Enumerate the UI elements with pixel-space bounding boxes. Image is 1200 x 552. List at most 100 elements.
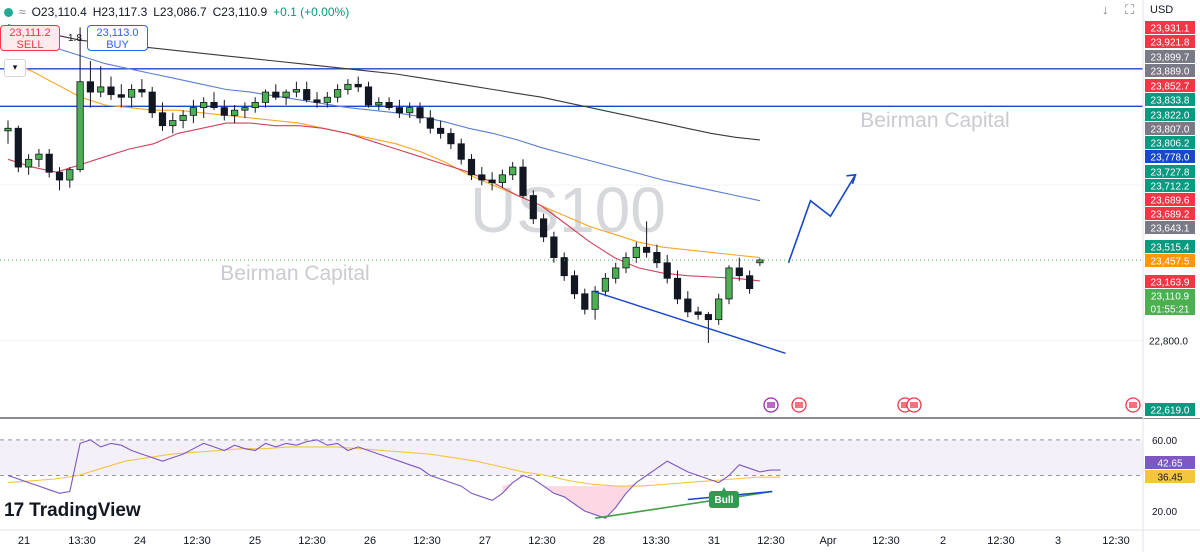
price-tag [1145,207,1195,220]
candle-body [746,275,754,290]
rsi-line [7,439,781,519]
ohlc-change: +0.1 (+0.00%) [273,5,350,19]
time-axis-label: 12:30 [757,535,785,547]
time-axis-label: 21 [18,535,30,547]
candle-body [375,102,383,106]
candle-body [313,99,321,103]
candle-body [303,89,311,101]
time-axis-label: 25 [249,535,261,547]
price-tag [1145,122,1195,135]
candle-body [323,96,331,103]
price-tag [1145,289,1195,302]
buy-button[interactable]: 23,113.0 BUY [87,25,148,51]
candle-body [426,117,434,129]
time-axis-label: 12:30 [183,535,211,547]
candle-body [715,298,723,321]
price-tag-label: 23,689.2 [1151,210,1190,221]
candle-body [333,89,342,98]
wave-icon: ≈ [19,5,26,19]
event-flag-stripes-icon [1129,402,1137,408]
price-tag-label: 23,921.8 [1151,38,1190,49]
spread-value: 1.8 [68,33,82,44]
tradingview-logo[interactable]: 17 TradingView [4,500,141,522]
candle-body [385,102,393,108]
bull-signal-badge [709,491,739,508]
price-tag [1145,179,1195,192]
price-tag [1145,240,1195,253]
candle-body [14,127,22,168]
price-tag-label: 23,899.7 [1151,53,1190,64]
time-axis-label: 12:30 [413,535,441,547]
price-tag [1145,193,1195,206]
price-tag [1145,403,1195,416]
price-tag-label: 23,931.1 [1151,24,1190,35]
rsi-axis[interactable]: 60.00 20.00 42.65 36.45 [1145,436,1195,518]
rsi-tag [1145,456,1195,469]
candle-body [560,257,568,277]
candle-body [591,290,599,310]
ohlc-open: O23,110.4 [31,5,87,19]
candle-body [467,158,476,176]
candle-body [735,267,743,277]
price-tag-label: 23,457.5 [1151,257,1190,268]
collapse-legend-button[interactable]: ▾ [4,59,26,77]
horizontal-levels[interactable] [0,68,1143,107]
sell-button[interactable]: 23,111.2 SELL [0,25,60,51]
time-axis-label: 13:30 [68,535,96,547]
candle-body [416,107,424,119]
candle-body [643,246,651,253]
buy-label: BUY [106,39,129,51]
projection-arrow[interactable] [787,174,857,264]
tradingview-logo-text: TradingView [29,500,141,521]
currency-selector[interactable]: USD [1150,4,1174,16]
candle-body [158,112,167,127]
rsi-band [0,439,1143,476]
candle-body [169,120,177,127]
candle-body [478,174,486,181]
candle-body [704,314,713,321]
time-axis-label: 24 [134,535,146,547]
candle-body [612,267,620,279]
bull-signal-label: Bull [715,495,734,506]
price-tag-label: 23,807.0 [1151,125,1190,136]
candle-body [694,311,702,315]
ohlc-high: H23,117.3 [92,5,148,19]
price-grid [0,184,1143,341]
candle-body [4,127,12,132]
event-markers[interactable] [763,397,1141,413]
price-tag [1145,50,1195,63]
bull-badge-pointer-icon [722,487,726,491]
candle-body [509,166,517,176]
candle-body [725,267,733,300]
candle-body [653,252,661,264]
rsi-divergence-line[interactable] [594,490,773,520]
candle-body [292,89,301,93]
arrow-head-icon [846,173,857,185]
candle-body [107,86,115,96]
price-tag-label: 23,833.8 [1151,96,1190,107]
annotations[interactable] [592,173,857,354]
price-tag [1145,136,1195,149]
price-tag [1145,64,1195,77]
candles [4,27,764,343]
candle-body [251,102,259,108]
status-dot-icon [4,7,13,17]
price-tag-label: 23,163.9 [1151,278,1190,289]
sell-label: SELL [16,39,44,51]
download-icon[interactable]: ↓ [1102,2,1109,17]
candle-body [632,246,640,258]
price-axis[interactable]: 23,400.022,800.023,931.123,921.823,899.7… [1142,0,1200,552]
candle-body [282,91,290,98]
time-axis[interactable]: 21 13:30 24 12:30 25 12:30 26 12:30 27 12:30 28 13:… [0,529,1200,547]
time-axis-label: 12:30 [1102,535,1130,547]
brand-watermark-right: Beirman Capital [860,109,1009,132]
candle-body [210,102,218,108]
price-tag-label: 01:55:21 [1151,305,1190,316]
fullscreen-icon[interactable]: ⛶ [1125,2,1135,17]
candle-body [581,293,589,310]
candle-body [756,259,764,264]
trendline-support[interactable] [592,290,786,354]
price-tag [1145,21,1195,34]
price-tag-label: 23,712.2 [1151,182,1190,193]
